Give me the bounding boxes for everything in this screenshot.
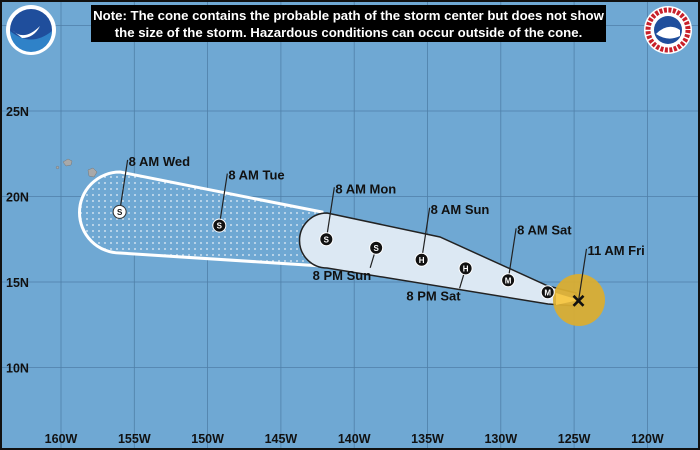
- track-point: 8 AM Sun H: [414, 202, 490, 267]
- label-leader: [507, 228, 517, 281]
- note-line-2: the size of the storm. Hazardous conditi…: [114, 25, 583, 40]
- forecast-time-label: 8 AM Tue: [228, 168, 284, 183]
- intensity-letter: H: [463, 264, 469, 273]
- cone-disclaimer-note: Note: The cone contains the probable pat…: [91, 5, 606, 42]
- intensity-letter: M: [544, 288, 551, 297]
- intensity-letter: M: [505, 276, 512, 285]
- longitude-label: 125W: [558, 432, 591, 446]
- track-point: 11 AM Fri: [572, 243, 645, 307]
- intensity-letter: S: [217, 222, 223, 231]
- intensity-letter: S: [324, 235, 330, 244]
- forecast-time-label: 8 AM Wed: [129, 154, 190, 169]
- noaa-logo: [6, 5, 56, 55]
- intensity-marker: [319, 232, 334, 247]
- forecast-time-label: 8 PM Sat: [406, 288, 461, 303]
- latitude-label: 20N: [6, 191, 29, 205]
- track-point: 8 AM Sat M: [501, 222, 572, 288]
- label-leader: [218, 173, 228, 226]
- axis-labels: 160W 155W 150W 145W 140W 135W 130W 125W 120W 25N 2…: [6, 105, 664, 446]
- forecast-time-label: 8 PM Sun: [313, 268, 372, 283]
- cone-days-4-5: [78, 170, 324, 268]
- intensity-marker: [212, 218, 227, 233]
- track-point: 8 PM Sat H: [406, 261, 473, 303]
- nws-logo: [644, 6, 692, 54]
- latitude-label: 15N: [6, 276, 29, 290]
- forecast-time-label: 8 AM Sat: [517, 222, 572, 237]
- intensity-marker: [458, 261, 473, 276]
- intensity-marker: [501, 273, 516, 288]
- label-leader: [325, 187, 335, 240]
- current-position-icon: [572, 294, 585, 307]
- forecast-time-label: 8 AM Mon: [335, 181, 396, 196]
- longitude-label: 155W: [118, 432, 151, 446]
- intensity-marker: [414, 252, 429, 267]
- longitude-label: 140W: [338, 432, 371, 446]
- intensity-marker: [369, 240, 384, 255]
- latitude-label: 10N: [6, 362, 29, 376]
- longitude-label: 120W: [631, 432, 664, 446]
- track-point: 8 AM Tue S: [212, 168, 285, 233]
- forecast-time-label: 11 AM Fri: [587, 243, 644, 258]
- intensity-letter: S: [374, 244, 380, 253]
- track-point: 8 PM Sun S: [313, 240, 384, 283]
- label-leader: [421, 207, 431, 260]
- note-line-1: Note: The cone contains the probable pat…: [93, 8, 604, 23]
- latitude-label: 25N: [6, 105, 29, 119]
- track-point: 8 AM Wed S: [112, 154, 190, 219]
- intensity-marker: [112, 204, 127, 219]
- longitude-label: 130W: [484, 432, 517, 446]
- intensity-letter: H: [419, 256, 425, 265]
- track-point: 8 AM Mon S: [319, 181, 396, 247]
- intensity-letter: S: [117, 208, 123, 217]
- track-point: M: [540, 285, 555, 300]
- label-leader: [577, 248, 588, 301]
- forecast-time-label: 8 AM Sun: [431, 202, 490, 217]
- longitude-label: 135W: [411, 432, 444, 446]
- longitude-label: 145W: [265, 432, 298, 446]
- label-leader: [119, 159, 129, 212]
- intensity-marker: [540, 285, 555, 300]
- longitude-label: 160W: [45, 432, 78, 446]
- current-wind-wedge: [556, 293, 579, 305]
- longitude-label: 150W: [191, 432, 224, 446]
